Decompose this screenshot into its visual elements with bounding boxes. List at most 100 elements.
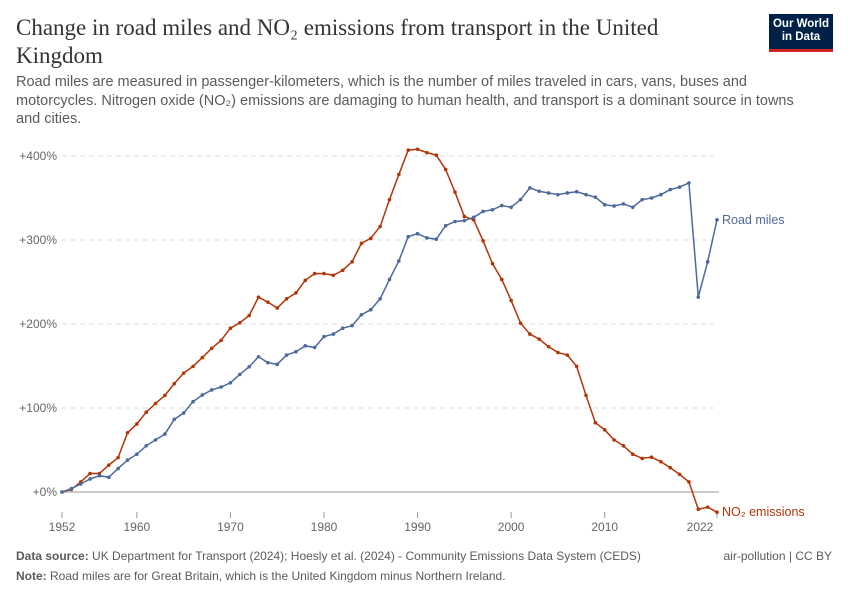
- data-point: [387, 197, 392, 202]
- data-point: [135, 452, 139, 457]
- data-source: Data source: UK Department for Transport…: [16, 549, 641, 563]
- y-tick-label: +0%: [33, 485, 58, 499]
- data-point: [612, 438, 616, 442]
- data-point: [621, 202, 626, 206]
- data-point: [668, 187, 673, 192]
- x-tick-label: 2000: [498, 520, 525, 534]
- data-point: [415, 147, 420, 152]
- note-text: Road miles are for Great Britain, which …: [50, 569, 506, 583]
- data-point: [630, 452, 635, 457]
- data-point: [368, 307, 373, 312]
- data-point: [565, 191, 570, 195]
- data-point: [322, 334, 326, 339]
- note-label: Note:: [16, 569, 47, 583]
- data-point: [705, 505, 710, 509]
- data-point: [509, 298, 513, 303]
- source-label: Data source:: [16, 549, 89, 563]
- data-point: [266, 360, 270, 365]
- data-point: [106, 475, 111, 480]
- series-label: NO₂ emissions: [722, 505, 805, 519]
- data-point: [462, 214, 467, 219]
- data-point: [200, 393, 205, 397]
- data-point: [275, 306, 280, 310]
- data-point: [705, 260, 710, 264]
- data-point: [687, 480, 691, 484]
- license[interactable]: air-pollution | CC BY: [723, 549, 833, 563]
- data-point: [312, 345, 317, 350]
- chart-title: Change in road miles and NO₂ emissions f…: [16, 15, 659, 68]
- data-point: [397, 172, 401, 177]
- data-point: [659, 459, 663, 464]
- data-point: [640, 456, 644, 461]
- series-line: [61, 148, 718, 513]
- data-point: [275, 362, 280, 367]
- data-point: [294, 291, 298, 295]
- data-point: [266, 300, 270, 304]
- data-point: [284, 353, 289, 357]
- data-point: [593, 420, 598, 425]
- data-point: [518, 197, 523, 202]
- series-line: [61, 181, 718, 493]
- data-point: [219, 338, 223, 343]
- data-point: [677, 185, 682, 189]
- data-point: [659, 192, 663, 197]
- data-point: [546, 191, 551, 195]
- data-point: [528, 332, 532, 336]
- data-point: [209, 346, 214, 351]
- data-point: [668, 465, 673, 470]
- data-point: [106, 463, 111, 467]
- data-point: [462, 218, 467, 223]
- data-point: [350, 260, 354, 264]
- data-point: [256, 354, 261, 359]
- data-point: [556, 192, 560, 197]
- data-point: [406, 148, 411, 152]
- x-tick-label: 1980: [311, 520, 338, 534]
- data-point: [565, 353, 570, 357]
- data-point: [649, 455, 654, 459]
- data-point: [397, 259, 401, 263]
- x-tick-label: 1990: [404, 520, 431, 534]
- source-text[interactable]: UK Department for Transport (2024); Hoes…: [92, 549, 641, 563]
- data-point: [312, 271, 317, 276]
- y-tick-label: +100%: [19, 401, 57, 415]
- data-point: [88, 471, 92, 476]
- x-tick-label: 1970: [217, 520, 244, 534]
- data-point: [144, 444, 149, 448]
- chart-subtitle: Road miles are measured in passenger-kil…: [16, 74, 794, 127]
- x-tick-label: 2010: [591, 520, 618, 534]
- data-point: [453, 190, 457, 194]
- data-point: [537, 189, 542, 194]
- data-point: [715, 510, 719, 514]
- data-point: [219, 385, 223, 389]
- data-point: [434, 153, 439, 157]
- x-tick-label: 1952: [49, 520, 76, 534]
- data-point: [181, 371, 186, 375]
- data-point: [696, 507, 701, 512]
- data-point: [453, 219, 457, 224]
- data-point: [443, 223, 448, 228]
- data-point: [116, 455, 120, 460]
- data-point: [499, 277, 504, 282]
- data-point: [247, 313, 251, 318]
- data-point: [471, 218, 476, 222]
- data-point: [340, 326, 345, 331]
- owid-logo[interactable]: Our World in Data: [769, 14, 833, 52]
- data-point: [200, 355, 205, 360]
- data-point: [228, 381, 233, 385]
- data-point: [368, 236, 373, 241]
- y-tick-label: +300%: [19, 233, 57, 247]
- data-point: [237, 372, 242, 377]
- data-point: [350, 323, 354, 328]
- data-point: [88, 477, 92, 481]
- data-point: [340, 268, 345, 273]
- data-point: [378, 224, 382, 229]
- data-point: [97, 473, 102, 478]
- data-point: [237, 320, 242, 325]
- data-point: [228, 326, 233, 331]
- data-point: [518, 321, 523, 325]
- data-point: [331, 332, 336, 336]
- data-point: [406, 234, 411, 239]
- data-point: [415, 231, 420, 236]
- data-point: [359, 241, 364, 246]
- data-point: [593, 195, 598, 199]
